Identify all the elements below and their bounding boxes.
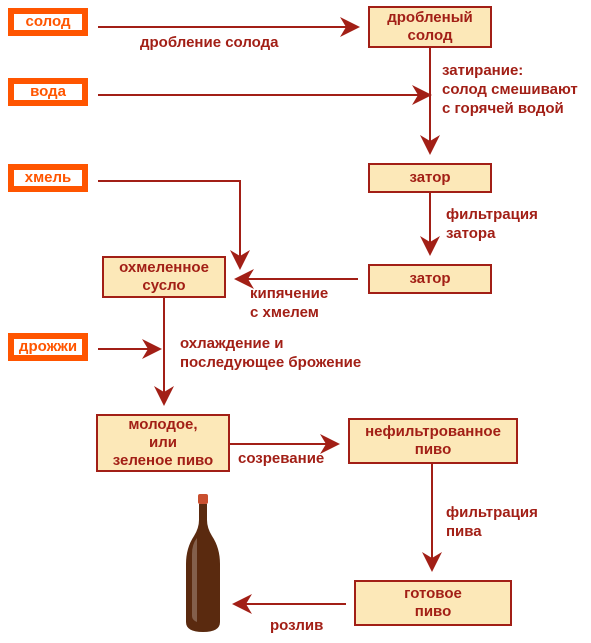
node-mash2: затор [368,264,492,294]
arrow [98,181,240,268]
label-crushing: дробление солода [140,34,279,53]
label-mashing: затирание:солод смешиваютс горячей водой [442,62,578,118]
bottle-body [186,504,220,632]
node-malt: солод [8,8,88,36]
node-hops: хмель [8,164,88,192]
label-bottling: розлив [270,617,323,636]
label-boiling: кипячениес хмелем [250,285,328,323]
bottle-cap [198,494,208,504]
node-yeast: дрожжи [8,333,88,361]
node-young_beer: молодое,илизеленое пиво [96,414,230,472]
node-unfiltered: нефильтрованноепиво [348,418,518,464]
label-maturation: созревание [238,450,324,469]
node-ready: готовоепиво [354,580,512,626]
node-mash1: затор [368,163,492,193]
node-water: вода [8,78,88,106]
bottle-highlight [192,538,197,622]
bottle-image [180,494,226,639]
label-filtration1: фильтрациязатора [446,206,538,244]
label-filtration2: фильтрацияпива [446,504,538,542]
label-cooling: охлаждение ипоследующее брожение [180,335,361,373]
node-hopped_wort: охмеленноесусло [102,256,226,298]
node-crushed: дробленыйсолод [368,6,492,48]
